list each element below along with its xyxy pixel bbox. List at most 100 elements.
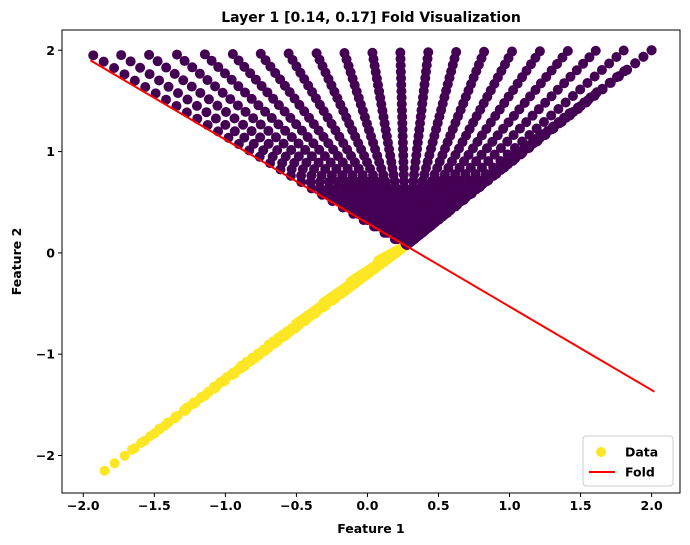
- data-point: [181, 402, 192, 413]
- x-tick-label: 1.5: [569, 498, 591, 513]
- data-point: [195, 87, 206, 98]
- data-point: [291, 119, 302, 130]
- data-point: [135, 62, 146, 73]
- data-point: [232, 100, 243, 111]
- data-point: [186, 81, 197, 92]
- data-point: [239, 132, 250, 143]
- data-point: [169, 68, 180, 79]
- x-tick-label: −1.0: [209, 498, 242, 513]
- data-point: [163, 81, 174, 92]
- fold-line: [89, 59, 655, 393]
- data-point: [514, 123, 525, 134]
- data-point: [339, 48, 350, 59]
- data-point: [619, 66, 630, 77]
- data-point: [239, 61, 250, 72]
- data-point: [565, 71, 576, 82]
- data-point: [582, 78, 593, 89]
- data-point: [238, 119, 249, 130]
- data-point: [263, 138, 274, 149]
- data-point: [136, 437, 147, 448]
- data-point: [154, 75, 165, 86]
- data-point: [263, 339, 274, 350]
- data-point: [225, 94, 236, 105]
- fold-line-layer: [89, 59, 655, 393]
- y-axis-label: Feature 2: [9, 228, 24, 296]
- data-point: [293, 151, 304, 162]
- data-point: [302, 132, 313, 142]
- data-point: [296, 125, 307, 136]
- data-point: [537, 129, 548, 140]
- data-point: [611, 72, 622, 83]
- data-point: [508, 130, 519, 141]
- data-point: [161, 62, 172, 73]
- data-point: [521, 117, 532, 128]
- data-point: [562, 46, 573, 57]
- data-point: [331, 163, 342, 174]
- data-point: [182, 94, 193, 105]
- data-point: [270, 132, 281, 143]
- data-point: [194, 68, 205, 79]
- data-point: [209, 381, 220, 392]
- data-point: [178, 75, 189, 86]
- data-point: [262, 87, 273, 98]
- data-point: [227, 49, 238, 60]
- data-point: [240, 106, 251, 117]
- data-point: [300, 144, 311, 155]
- data-point: [273, 119, 284, 130]
- data-point: [489, 149, 500, 160]
- data-point: [646, 45, 657, 56]
- data-point: [119, 450, 130, 461]
- data-point: [311, 48, 322, 59]
- x-tick-label: 0.5: [427, 498, 449, 513]
- data-point: [293, 138, 304, 149]
- data-point: [256, 80, 267, 91]
- data-point: [618, 45, 629, 56]
- data-point: [144, 49, 155, 60]
- data-point: [272, 145, 283, 156]
- x-axis-label: Feature 1: [337, 521, 405, 536]
- data-point: [273, 100, 284, 111]
- data-point: [220, 107, 231, 118]
- data-point: [345, 276, 356, 287]
- data-point: [196, 391, 207, 402]
- x-tick-label: 1.0: [498, 498, 520, 513]
- data-point: [638, 51, 649, 62]
- data-point: [578, 58, 589, 69]
- data-point: [483, 156, 494, 167]
- data-point: [263, 125, 274, 136]
- data-point: [88, 50, 99, 61]
- y-tick-label: 1: [46, 144, 55, 159]
- data-point: [173, 88, 183, 99]
- data-point: [140, 82, 151, 93]
- data-point: [280, 125, 291, 136]
- data-point: [482, 171, 493, 182]
- data-point: [109, 458, 120, 469]
- data-point: [546, 110, 557, 121]
- legend-fold-label: Fold: [625, 465, 655, 480]
- y-axis-ticks: −2 −1 0 1 2: [36, 43, 62, 463]
- data-point: [162, 417, 173, 428]
- data-point: [187, 62, 198, 73]
- data-point: [188, 397, 199, 408]
- data-point: [451, 47, 462, 58]
- data-point: [400, 234, 411, 245]
- data-point: [319, 151, 330, 162]
- data-point: [540, 97, 551, 108]
- data-point: [161, 94, 172, 105]
- data-point: [150, 88, 161, 99]
- scatter-points: [88, 45, 657, 476]
- data-point: [502, 136, 513, 147]
- data-point: [245, 68, 256, 79]
- data-point: [495, 143, 506, 154]
- data-point: [213, 62, 224, 73]
- data-point: [126, 444, 137, 455]
- legend: Data Fold: [582, 435, 674, 487]
- data-point: [571, 65, 582, 76]
- data-point: [527, 110, 538, 121]
- data-point: [210, 81, 221, 92]
- data-point: [179, 55, 190, 66]
- data-point: [306, 151, 317, 162]
- data-point: [99, 465, 110, 476]
- data-point: [191, 100, 202, 111]
